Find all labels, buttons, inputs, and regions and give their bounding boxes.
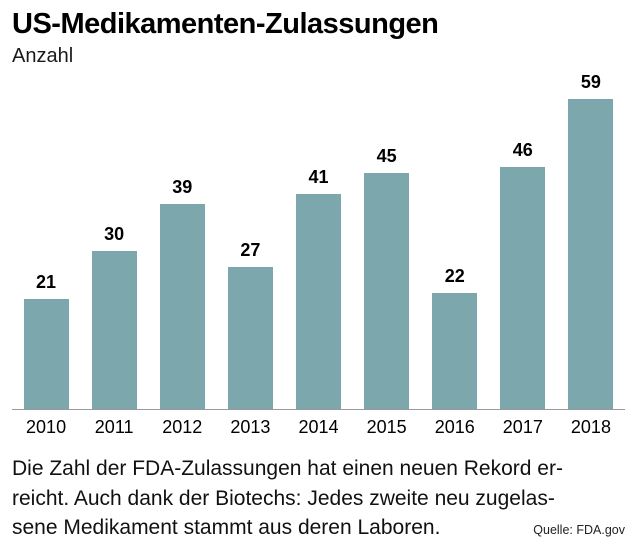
chart-title: US-Medikamenten-Zulassungen — [12, 8, 439, 40]
bar-group: 21 — [12, 72, 80, 410]
bar-value-label: 30 — [104, 224, 125, 245]
x-axis-label: 2018 — [570, 417, 611, 438]
bar-group: 27 — [216, 72, 284, 410]
x-axis-label: 2011 — [94, 417, 134, 438]
caption-line: reicht. Auch dank der Biotechs: Jedes zw… — [12, 486, 555, 510]
x-axis-label: 2015 — [366, 417, 407, 438]
bar-group: 45 — [353, 72, 421, 410]
bar-value-label: 39 — [172, 177, 193, 198]
x-axis-label: 2016 — [434, 417, 475, 438]
caption-line: Die Zahl der FDA-Zulassungen hat einen n… — [12, 457, 563, 481]
x-axis-label: 2013 — [230, 417, 271, 438]
x-axis-label: 2014 — [298, 417, 339, 438]
bar-value-label: 59 — [580, 72, 601, 93]
bar-chart: 21 30 39 27 41 45 22 46 59 2010 2011 2012 2013 2014 2… — [12, 72, 625, 438]
x-axis-label: 2010 — [26, 417, 67, 438]
bar-value-label: 21 — [36, 272, 57, 293]
bar — [159, 204, 205, 410]
bar — [500, 167, 546, 410]
source-credit: Quelle: FDA.gov — [533, 523, 625, 537]
bar-group: 59 — [557, 72, 625, 410]
bar-value-label: 27 — [240, 240, 261, 261]
bar-value-label: 41 — [308, 167, 329, 188]
bar-value-label: 22 — [444, 266, 465, 287]
bar — [295, 194, 341, 410]
bar-group: 39 — [148, 72, 216, 410]
bar-group: 46 — [489, 72, 557, 410]
bar-value-label: 45 — [376, 146, 397, 167]
bar-group: 22 — [421, 72, 489, 410]
caption: Die Zahl der FDA-Zulassungen hat einen n… — [12, 454, 625, 542]
plot-area: 21 30 39 27 41 45 22 46 59 — [12, 72, 625, 411]
bar-group: 30 — [80, 72, 148, 410]
chart-subtitle: Anzahl — [12, 45, 74, 68]
bar — [364, 173, 410, 410]
bar — [91, 251, 137, 410]
caption-line: sene Medikament stammt aus deren Laboren… — [12, 516, 441, 540]
x-axis: 2010 2011 2012 2013 2014 2015 2016 2017 2018 — [12, 410, 625, 438]
bar — [227, 267, 273, 410]
bar — [568, 99, 614, 410]
x-axis-label: 2012 — [162, 417, 203, 438]
bar — [23, 299, 69, 410]
bar-group: 41 — [284, 72, 352, 410]
bar — [432, 293, 478, 410]
x-axis-label: 2017 — [502, 417, 543, 438]
bar-value-label: 46 — [512, 140, 533, 161]
